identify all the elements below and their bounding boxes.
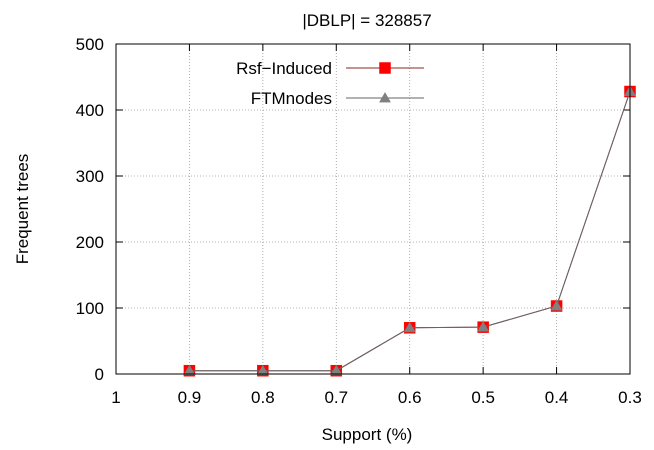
legend-marker-0 [379,62,391,74]
series-1-point [330,364,343,376]
x-tick-label: 0.5 [471,388,495,407]
legend-marker-1 [379,91,391,103]
series-1-point [477,321,490,332]
x-tick-label: 0.9 [178,388,202,407]
x-tick-label: 0.6 [398,388,422,407]
x-tick-label: 1 [111,388,120,407]
series-1-point [403,321,416,333]
y-tick-label: 100 [76,299,104,318]
series-1-point [183,364,196,376]
legend-label-0: Rsf−Induced [236,59,332,78]
series-layer [183,85,636,377]
y-tick-label: 0 [95,365,104,384]
x-axis-label: Support (%) [322,425,413,444]
series-1-point [550,300,563,311]
grid [116,44,630,374]
legend: Rsf−Induced FTMnodes [236,59,424,108]
x-tick-label: 0.4 [545,388,569,407]
series-1-point [256,364,269,376]
x-tick-label: 0.8 [251,388,275,407]
axis-ticks: 1 0.9 0.8 0.7 0.6 0.5 0.4 0.3 0 100 200 300 400 500 [76,35,642,407]
y-axis-label: Frequent trees [13,154,32,265]
x-tick-label: 0.3 [618,388,642,407]
plot-frame [115,43,631,375]
chart-title: |DBLP| = 328857 [302,11,431,30]
x-tick-label: 0.7 [324,388,348,407]
y-tick-label: 500 [76,35,104,54]
legend-label-1: FTMnodes [251,89,332,108]
y-tick-label: 200 [76,233,104,252]
y-tick-label: 400 [76,101,104,120]
y-tick-label: 300 [76,167,104,186]
